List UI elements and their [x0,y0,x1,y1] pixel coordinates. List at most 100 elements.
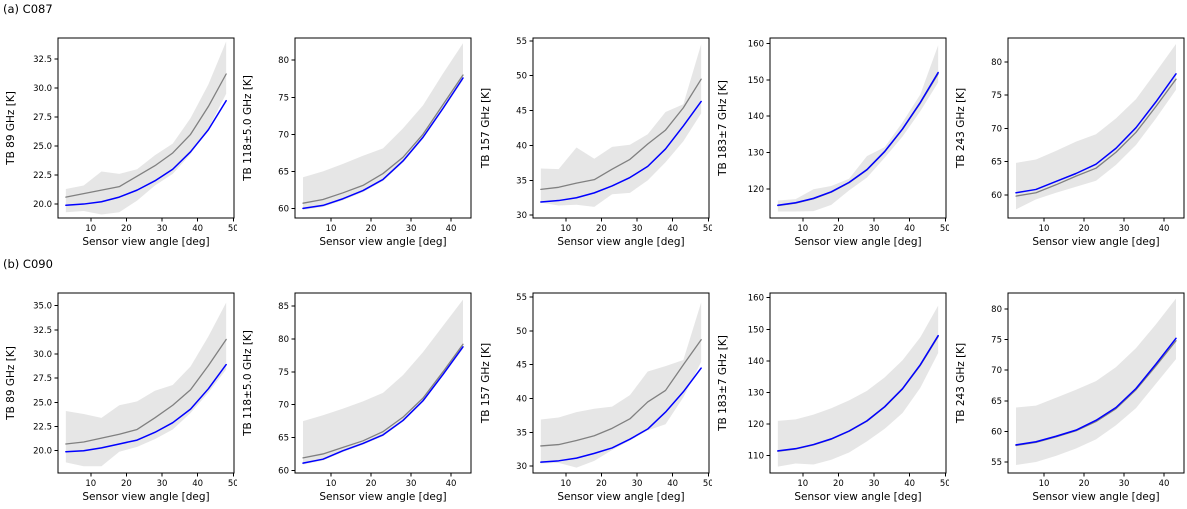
axes-box [532,292,710,474]
y-tick-label: 80 [279,56,290,66]
y-tick-label: 150 [748,76,764,86]
x-tick-label: 10 [85,224,96,234]
y-tick-label: 70 [991,124,1002,134]
y-axis-label: TB 89 GHz [K] [5,346,17,421]
uncertainty-band [65,41,227,215]
y-tick-label: 60 [279,204,290,214]
blue-line [539,367,702,463]
y-tick-label: 55 [516,293,527,303]
x-axis-label: Sensor view angle [deg] [1032,236,1159,248]
x-axis-label: Sensor view angle [deg] [1032,491,1159,503]
x-tick-label: 10 [326,479,337,489]
blue-line [65,99,227,206]
y-tick-label: 65 [279,434,290,444]
uncertainty-band [1015,43,1176,210]
x-tick-label: 30 [406,479,417,489]
x-tick-label: 30 [631,479,642,489]
y-tick-label: 30 [516,462,527,472]
subplot-b-157: 30 35 40 45 50 55 10 20 30 40 50 Sensor view angle … [475,281,713,509]
x-axis-label: Sensor view angle [deg] [82,491,209,503]
y-tick-label: 45 [516,107,527,117]
y-tick-label: 30.0 [33,350,52,360]
y-tick-label: 20.0 [33,447,52,457]
y-tick-label: 70 [279,401,290,411]
gray-mean [539,339,702,447]
plot-svg-b-157: 30 35 40 45 50 55 10 20 30 40 50 Sensor view angle … [480,292,713,503]
y-tick-label: 27.5 [33,113,52,123]
subplot-b-118: 60 65 70 75 80 85 10 20 30 40 Sensor view angle [d… [237,281,474,509]
axes-box [1007,292,1185,474]
x-tick-label: 30 [157,224,168,234]
x-tick-label: 20 [1078,224,1089,234]
row-title-a: (a) C087 [3,2,53,16]
x-tick-label: 10 [798,224,809,234]
gray-mean [1014,78,1177,197]
y-axis-label: TB 118±5.0 GHz [K] [242,75,254,182]
x-tick-label: 10 [798,479,809,489]
y-axis-label: TB 183±7 GHz [K] [717,335,729,432]
y-tick-label: 32.5 [33,326,52,336]
x-tick-label: 20 [366,224,377,234]
y-tick-label: 160 [748,294,764,304]
y-tick-label: 70 [991,366,1002,376]
axes-box [294,292,472,474]
y-tick-label: 120 [748,185,764,195]
blue-line [777,71,940,207]
gray-mean [777,72,939,207]
x-tick-label: 10 [1038,224,1049,234]
x-tick-label: 40 [1158,479,1169,489]
plot-svg-a-89: 20.0 22.5 25.0 27.5 30.0 32.5 10 20 30 40 50 Sensor… [5,37,239,248]
y-tick-label: 55 [516,37,527,47]
axes-box [57,37,235,219]
y-tick-label: 65 [279,167,290,177]
y-tick-label: 75 [991,91,1002,101]
y-tick-label: 20.0 [33,200,52,210]
x-tick-label: 40 [446,479,457,489]
gray-mean [539,78,702,191]
y-tick-label: 32.5 [33,55,52,65]
y-axis-label: TB 118±5.0 GHz [K] [242,330,254,437]
blue-line [1014,337,1177,446]
plot-svg-b-243: 55 60 65 70 75 80 10 20 30 40 Sensor view angle [d… [955,292,1185,503]
panel-row-a: (a) C087 20.0 22.5 25.0 27.5 30.0 32.5 10 20 30 4… [3,2,1185,254]
x-tick-label: 20 [596,224,607,234]
y-tick-label: 35 [516,176,527,186]
x-tick-label: 10 [326,224,337,234]
y-tick-label: 140 [748,112,764,122]
x-tick-label: 30 [1118,479,1129,489]
gray-mean [302,343,465,459]
axes-box [57,292,235,474]
y-tick-label: 60 [279,466,290,476]
x-tick-label: 10 [560,479,571,489]
x-tick-label: 50 [940,224,949,234]
y-axis-label: TB 243 GHz [K] [955,88,967,169]
blue-line [302,346,465,464]
x-tick-label: 40 [192,224,203,234]
x-tick-label: 50 [228,479,237,489]
y-tick-label: 110 [748,452,764,462]
y-tick-label: 50 [516,327,527,337]
y-tick-label: 35 [516,428,527,438]
y-tick-label: 70 [279,130,290,140]
x-tick-label: 10 [85,479,96,489]
plot-svg-b-183: 110 120 130 140 150 160 10 20 30 40 50 Sensor view … [717,292,951,503]
y-tick-label: 80 [991,305,1002,315]
y-tick-label: 130 [748,388,764,398]
subplot-a-118: 60 65 70 75 80 10 20 30 40 Sensor view angle [deg… [237,26,474,254]
y-tick-label: 50 [516,72,527,82]
x-axis-label: Sensor view angle [deg] [557,491,684,503]
x-tick-label: 40 [667,224,678,234]
axes-box [769,37,947,219]
subplot-b-183: 110 120 130 140 150 160 10 20 30 40 50 Sensor view … [712,281,951,509]
y-tick-label: 22.5 [33,171,52,181]
plot-svg-a-157: 30 35 40 45 50 55 10 20 30 40 50 Sensor view angle … [480,37,714,248]
x-tick-label: 20 [833,224,844,234]
x-axis-label: Sensor view angle [deg] [320,491,447,503]
x-tick-label: 40 [192,479,203,489]
gray-mean [65,73,227,198]
axes-box [294,37,472,219]
y-tick-label: 40 [516,395,527,405]
uncertainty-band [540,44,701,207]
y-tick-label: 75 [991,336,1002,346]
